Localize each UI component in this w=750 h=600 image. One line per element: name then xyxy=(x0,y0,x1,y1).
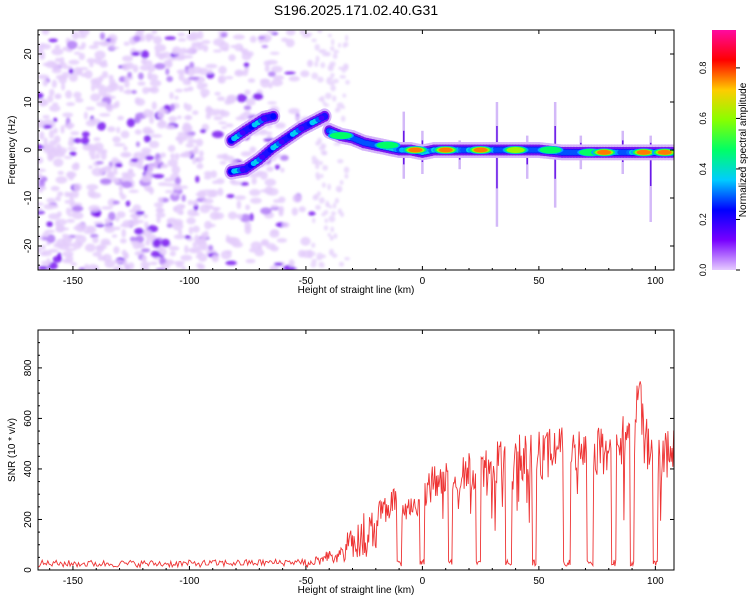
snr-plot-area xyxy=(38,330,674,570)
snr-x-axis: -150 -100 -50 0 50 100 xyxy=(49,330,664,587)
y-tick-label: -10 xyxy=(23,190,34,205)
snr-x-label: Height of straight line (km) xyxy=(298,585,415,596)
spectrogram-x-label: Height of straight line (km) xyxy=(298,285,415,296)
colorbar-ticks: 0.0 0.2 0.4 0.6 0.8 xyxy=(698,62,740,277)
snr-y-label: SNR (10 * v/v) xyxy=(7,418,18,482)
upper-track xyxy=(224,108,281,149)
x-tick-label: -50 xyxy=(299,576,314,587)
x-tick-label: 100 xyxy=(647,576,664,587)
colorbar-gradient xyxy=(712,30,736,270)
lower-track xyxy=(224,108,332,180)
colorbar-tick-label: 0.8 xyxy=(698,62,708,75)
spectrogram-y-axis: -20 -10 0 10 20 xyxy=(23,34,674,266)
colorbar-tick-label: 0.2 xyxy=(698,213,708,226)
y-tick-label: 200 xyxy=(23,511,34,528)
carrier-peak-contour xyxy=(438,147,453,153)
snr-frame xyxy=(37,329,675,571)
y-tick-label: 400 xyxy=(23,460,34,477)
x-tick-label: 0 xyxy=(420,576,426,587)
snr-series xyxy=(38,381,674,569)
y-tick-label: 800 xyxy=(23,359,34,376)
carrier-peak-contour xyxy=(473,147,488,153)
x-tick-label: 100 xyxy=(647,276,664,287)
y-tick-label: -20 xyxy=(23,238,34,253)
carrier-peak-contour xyxy=(657,149,672,155)
x-tick-label: -150 xyxy=(63,576,83,587)
carrier-peak-contour xyxy=(329,132,352,140)
snr-panel: -150 -100 -50 0 50 100 0 200 400 600 800 Height o… xyxy=(7,329,675,596)
colorbar-tick-label: 0.6 xyxy=(698,112,708,125)
y-tick-label: 600 xyxy=(23,410,34,427)
carrier-peak-contour xyxy=(376,141,399,149)
x-tick-label: -150 xyxy=(63,276,83,287)
figure-title: S196.2025.171.02.40.G31 xyxy=(274,2,438,18)
x-tick-label: -100 xyxy=(179,576,199,587)
carrier-peak-contour xyxy=(506,147,525,153)
colorbar: 0.0 0.2 0.4 0.6 0.8 Normalized spectral ampl… xyxy=(698,30,749,276)
snr-line xyxy=(38,381,674,569)
x-tick-label: -100 xyxy=(179,276,199,287)
y-tick-label: 0 xyxy=(23,147,34,153)
snr-y-axis: 0 200 400 600 800 xyxy=(23,342,674,573)
carrier-peak-contour xyxy=(636,149,651,155)
colorbar-tick-label: 0.4 xyxy=(698,163,708,176)
spectrogram-heatmap xyxy=(38,30,674,270)
spectrogram-x-axis: -150 -100 -50 0 50 100 xyxy=(49,30,664,287)
colorbar-tick-label: 0.0 xyxy=(698,264,708,277)
spectrogram-y-label: Frequency (Hz) xyxy=(7,116,18,185)
carrier-peak-contour xyxy=(539,146,562,154)
carrier-peak-contour xyxy=(408,147,423,153)
x-tick-label: 50 xyxy=(533,276,545,287)
y-tick-label: 0 xyxy=(23,567,34,573)
y-tick-label: 10 xyxy=(23,96,34,108)
x-tick-label: 50 xyxy=(533,576,545,587)
carrier-peak-contour xyxy=(597,149,612,155)
colorbar-label: Normalized spectral amplitude xyxy=(738,82,749,217)
x-tick-label: -50 xyxy=(299,276,314,287)
noise-speckle xyxy=(38,30,350,270)
y-tick-label: 20 xyxy=(23,48,34,60)
x-tick-label: 0 xyxy=(420,276,426,287)
carrier-peaks xyxy=(327,131,674,157)
